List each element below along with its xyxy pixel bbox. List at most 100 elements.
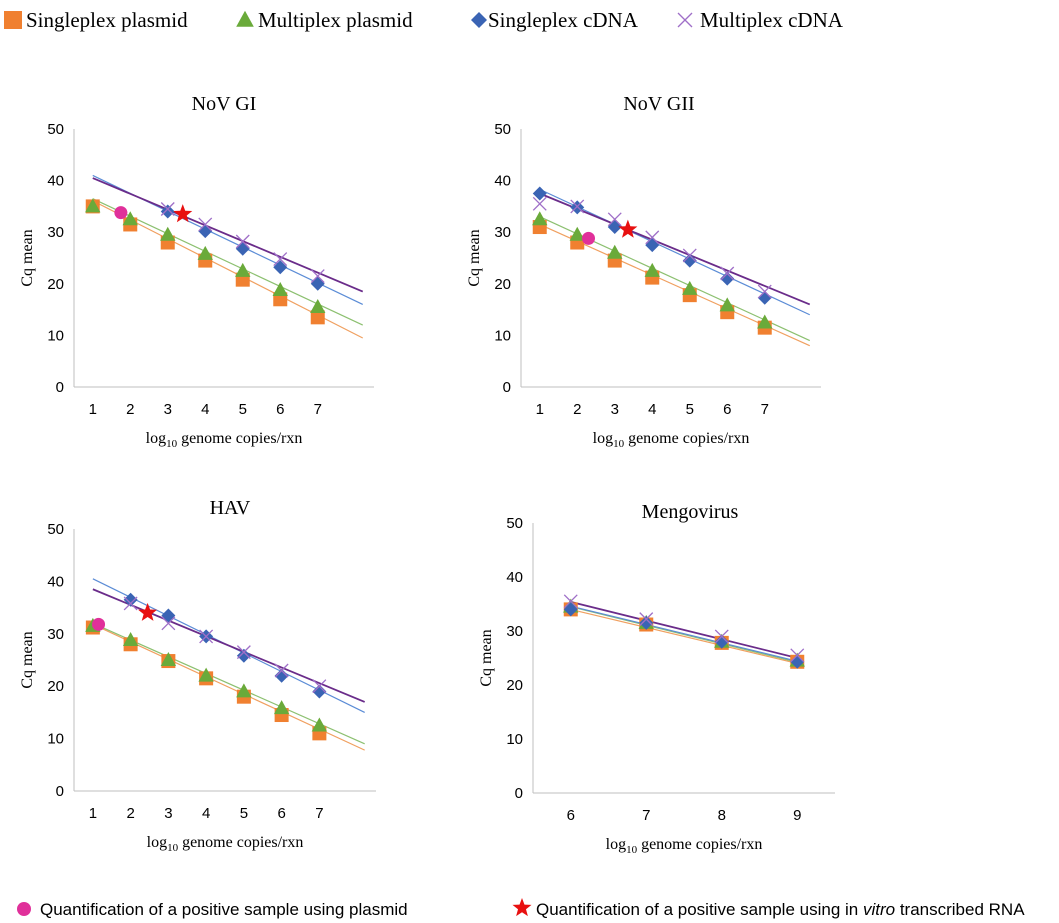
point-singleplex_cdna: [160, 204, 175, 219]
point-multiplex_cdna: [714, 629, 729, 644]
x-tick-label: 1: [89, 805, 97, 822]
legend-item-plasmid-sample: Quantification of a positive sample usin…: [17, 900, 408, 919]
legend-item-diamond: Singleplex cDNA: [471, 8, 639, 32]
point-singleplex_cdna: [236, 648, 251, 663]
point-multiplex_cdna: [123, 596, 138, 611]
point-special-star: [138, 602, 158, 621]
y-axis-label: Cq mean: [466, 229, 483, 286]
point-special-circle: [114, 206, 128, 220]
point-singleplex_cdna: [563, 602, 578, 617]
bottom-legend: Quantification of a positive sample usin…: [17, 898, 1025, 919]
x-tick-label: 4: [202, 805, 210, 822]
x-tick-label: 2: [126, 805, 134, 822]
legend-x-icon: [677, 12, 693, 28]
legend-triangle-icon: [236, 10, 254, 27]
y-tick-label: 20: [47, 276, 64, 293]
point-special-circle: [582, 231, 595, 245]
point-singleplex_cdna: [310, 276, 325, 291]
point-singleplex_cdna: [714, 634, 729, 649]
point-multiplex_plasmid: [311, 717, 328, 732]
legend-label: Quantification of a positive sample usin…: [40, 900, 408, 919]
point-singleplex_cdna: [273, 260, 288, 275]
x-tick-label: 7: [642, 807, 650, 824]
y-tick-label: 20: [494, 276, 511, 293]
point-multiplex_plasmid: [682, 280, 698, 295]
x-tick-label: 2: [573, 401, 581, 418]
point-multiplex_plasmid: [85, 198, 101, 213]
x-tick-label: 8: [718, 807, 726, 824]
point-multiplex_plasmid: [160, 651, 177, 666]
x-axis-label: log10 genome copies/rxn: [146, 430, 303, 450]
point-special-star: [618, 219, 638, 238]
trendline-multiplex_cdna: [539, 192, 811, 306]
point-multiplex_plasmid: [236, 683, 252, 698]
x-tick-label: 9: [793, 807, 801, 824]
y-tick-label: 0: [515, 785, 523, 802]
x-tick-label: 6: [276, 401, 284, 418]
y-tick-label: 30: [494, 224, 511, 241]
legend-label: Multiplex cDNA: [700, 8, 844, 32]
point-singleplex_cdna: [645, 238, 660, 253]
point-special-circle: [92, 617, 106, 631]
x-tick-label: 7: [761, 401, 769, 418]
point-multiplex_cdna: [790, 648, 805, 663]
y-tick-label: 50: [506, 515, 523, 532]
point-multiplex_plasmid: [197, 245, 213, 260]
point-multiplex_plasmid: [198, 667, 214, 682]
point-singleplex_cdna: [720, 271, 735, 286]
point-multiplex_cdna: [720, 266, 735, 281]
point-multiplex_cdna: [563, 594, 578, 609]
y-tick-label: 50: [47, 521, 64, 538]
point-multiplex_cdna: [235, 234, 250, 249]
chart-nov-gi: NoV GI 0 10 20 30 40 50 1 2 3 4 5 6 7 Cq mean log10 gen…: [19, 93, 374, 450]
point-multiplex_plasmid: [310, 298, 326, 313]
x-tick-label: 5: [686, 401, 694, 418]
chart-title: NoV GI: [192, 93, 257, 115]
legend-item-x: Multiplex cDNA: [677, 8, 844, 32]
point-singleplex_cdna: [682, 253, 697, 268]
legend-item-triangle: Multiplex plasmid: [236, 8, 413, 32]
point-singleplex_plasmid: [310, 310, 325, 325]
point-multiplex_cdna: [310, 269, 325, 284]
x-tick-label: 1: [89, 401, 97, 418]
x-axis-label: log10 genome copies/rxn: [147, 834, 304, 854]
legend-square-icon: [4, 11, 22, 29]
x-tick-label: 4: [201, 401, 209, 418]
point-multiplex_cdna: [312, 679, 327, 694]
y-tick-label: 40: [47, 173, 64, 190]
y-tick-label: 20: [47, 678, 64, 695]
red-star-icon: [512, 898, 532, 917]
pink-circle-icon: [17, 902, 31, 916]
x-tick-label: 3: [164, 805, 172, 822]
point-singleplex_cdna: [312, 684, 327, 699]
point-multiplex_plasmid: [235, 262, 251, 277]
y-tick-label: 10: [494, 327, 511, 344]
point-singleplex_cdna: [274, 668, 289, 683]
y-axis-label: Cq mean: [478, 629, 495, 686]
point-multiplex_cdna: [236, 645, 251, 660]
trendline-multiplex_plasmid: [570, 606, 798, 663]
chart-title: Mengovirus: [642, 501, 739, 523]
point-multiplex_plasmid: [160, 226, 176, 241]
chart-hav: HAV 0 10 20 30 40 50 1 2 3 4 5 6 7 Cq mean log10 genome…: [19, 497, 376, 854]
point-singleplex_cdna: [757, 290, 772, 305]
point-multiplex_plasmid: [719, 297, 735, 312]
point-multiplex_plasmid: [273, 700, 290, 715]
x-tick-label: 5: [240, 805, 248, 822]
point-singleplex_cdna: [570, 200, 585, 215]
point-multiplex_plasmid: [272, 281, 288, 296]
x-tick-label: 2: [126, 401, 134, 418]
trendline-multiplex_cdna: [92, 588, 366, 703]
point-singleplex_cdna: [532, 186, 547, 201]
point-multiplex_plasmid: [569, 226, 585, 241]
x-tick-label: 6: [723, 401, 731, 418]
y-tick-label: 30: [47, 224, 64, 241]
y-tick-label: 0: [503, 379, 511, 396]
point-singleplex_cdna: [161, 608, 176, 623]
x-axis-label: log10 genome copies/rxn: [593, 430, 750, 450]
point-multiplex_cdna: [607, 212, 622, 227]
point-multiplex_plasmid: [644, 262, 660, 277]
chart-mengovirus: Mengovirus 0 10 20 30 40 50 6 7 8 9 Cq mean log10 ge…: [478, 501, 835, 856]
point-multiplex_cdna: [160, 202, 175, 216]
point-multiplex_cdna: [198, 217, 213, 232]
